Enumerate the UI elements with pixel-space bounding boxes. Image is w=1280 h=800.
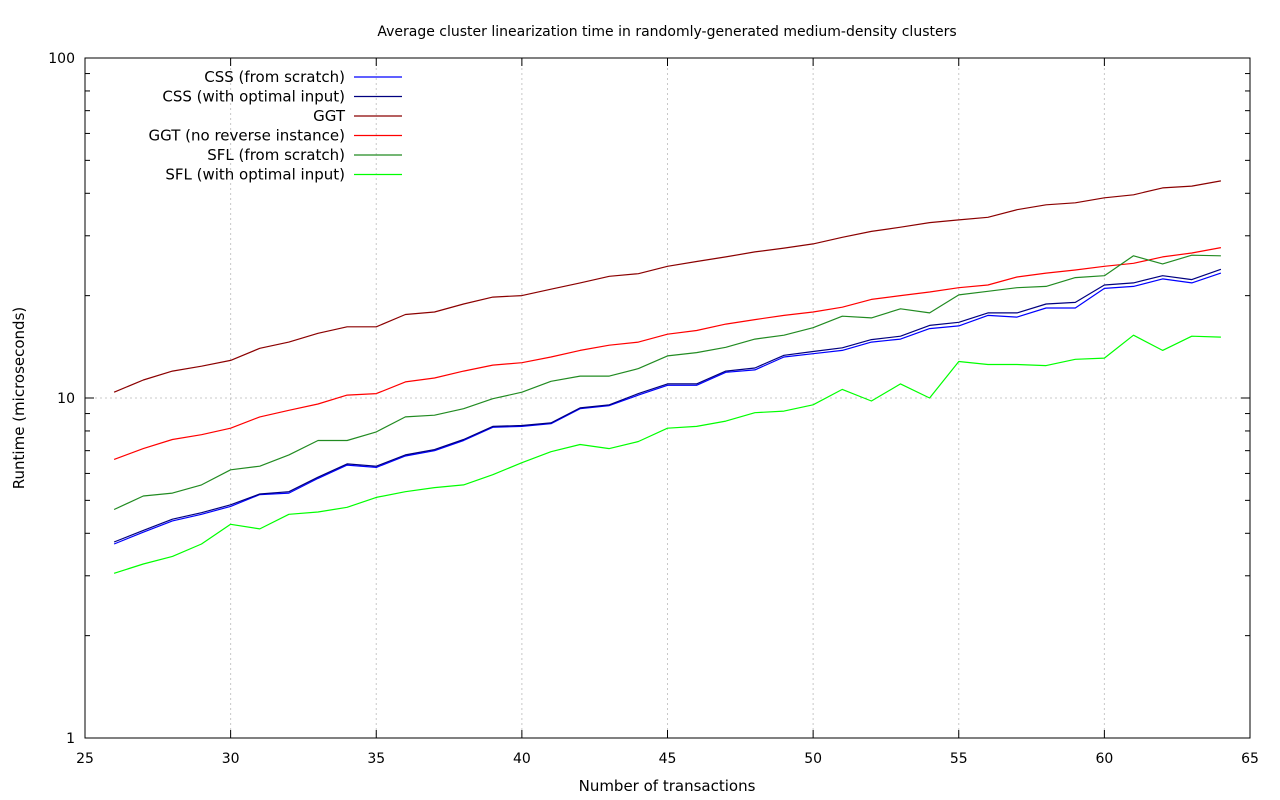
x-axis-label: Number of transactions [579,777,756,795]
x-tick-label: 30 [222,751,240,767]
grid [85,58,1250,738]
y-axis-label: Runtime (microseconds) [10,307,28,489]
series-line-6 [113,334,1221,574]
chart-title: Average cluster linearization time in ra… [377,24,956,40]
x-tick-label: 40 [513,751,531,767]
legend-label: SFL (with optimal input) [165,166,345,184]
x-tick-label: 55 [950,751,968,767]
series-line-5 [113,254,1221,511]
legend-label: GGT [313,107,346,125]
x-tick-label: 50 [804,751,822,767]
axis-ticks: 25 30 35 40 45 50 55 60 65 1 10 100 [48,51,1259,767]
x-tick-label: 45 [659,751,677,767]
x-tick-label: 65 [1241,751,1259,767]
legend: CSS (from scratch) CSS (with optimal inpu… [149,68,402,184]
legend-label: SFL (from scratch) [207,146,345,164]
legend-label: CSS (from scratch) [204,68,345,86]
series-line-3 [113,180,1222,393]
x-tick-label: 60 [1095,751,1113,767]
x-tick-label: 25 [76,751,94,767]
legend-label: GGT (no reverse instance) [149,127,346,145]
series-line-4 [113,247,1222,460]
legend-label: CSS (with optimal input) [162,88,345,106]
series-line-2 [113,268,1222,543]
x-tick-label: 35 [367,751,385,767]
series-lines [113,180,1222,574]
y-tick-label: 1 [66,731,75,747]
y-tick-label: 10 [57,391,75,407]
series-line-1 [113,272,1222,545]
y-tick-label: 100 [48,51,75,67]
